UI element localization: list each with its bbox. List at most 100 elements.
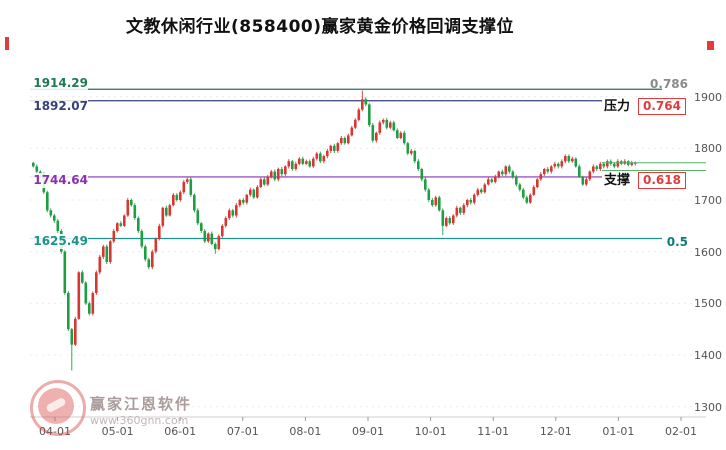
candle-body [452, 215, 455, 224]
candle-body [196, 210, 200, 224]
candle-body [340, 138, 343, 144]
candle-body [312, 158, 315, 167]
candle-body [616, 161, 620, 167]
candle-body [172, 194, 175, 206]
candle-body [77, 272, 81, 319]
candle-body [350, 127, 354, 136]
candle-body [413, 150, 417, 162]
candle-body [270, 171, 273, 177]
candle-body [98, 256, 102, 273]
candle-body [546, 169, 550, 172]
candle-body [235, 205, 238, 216]
candle-body [515, 176, 518, 185]
candle-body [417, 161, 420, 169]
candle-body [378, 122, 382, 133]
candle-body [599, 163, 602, 169]
left-edge-marker [5, 37, 9, 50]
candle-body [287, 161, 291, 167]
candle-body [476, 189, 480, 195]
candle-body [448, 218, 452, 224]
candle-body [88, 303, 91, 314]
candle-body [511, 171, 515, 177]
candle-body [53, 215, 56, 221]
candle-body [214, 243, 217, 250]
candle-body [518, 184, 522, 190]
candle-body [585, 179, 588, 185]
candle-body [207, 233, 210, 242]
candle-body [74, 318, 77, 345]
candle-body [109, 241, 112, 262]
candle-body [347, 135, 350, 144]
candle-body [494, 176, 497, 182]
candle-body [410, 150, 413, 154]
candle-body [634, 162, 637, 164]
candle-body [560, 161, 564, 167]
candle-body [119, 223, 123, 226]
right-edge-marker [707, 41, 714, 50]
candle-body [434, 197, 438, 206]
candle-body [504, 166, 508, 175]
candle-body [259, 179, 263, 188]
candle-body [39, 171, 42, 175]
candle-body [67, 293, 70, 330]
candle-body [189, 179, 193, 195]
candle-body [46, 192, 49, 211]
candle-body [165, 207, 168, 216]
candle-body [329, 145, 333, 151]
candle-body [557, 163, 560, 167]
candle-body [588, 171, 592, 180]
candle-body [252, 189, 256, 198]
candle-body [522, 189, 525, 198]
candle-body [564, 156, 567, 162]
candle-body [186, 179, 189, 182]
candle-body [91, 293, 95, 314]
candle-body [550, 166, 553, 172]
candle-body [42, 174, 46, 193]
candle-body [490, 179, 494, 182]
candle-body [291, 161, 294, 169]
candle-body [427, 189, 431, 200]
candle-body [179, 192, 182, 200]
candle-body [301, 158, 305, 164]
candle-body [123, 215, 126, 226]
candle-body [578, 166, 581, 177]
candle-body [375, 132, 378, 141]
candle-body [277, 169, 280, 180]
candle-body [105, 246, 109, 262]
candle-body [392, 122, 396, 131]
candle-body [571, 158, 574, 162]
candle-body [574, 158, 578, 167]
candle-body [294, 163, 298, 169]
candle-body [249, 189, 252, 195]
candle-body [298, 158, 301, 164]
candle-body [431, 200, 434, 206]
candle-body [501, 171, 504, 175]
candle-body [112, 231, 116, 242]
candle-body [396, 130, 399, 138]
candle-body [182, 181, 186, 193]
candle-body [333, 145, 336, 151]
candle-body [462, 205, 466, 213]
candle-body [273, 171, 277, 180]
candle-body [280, 169, 284, 175]
candle-body [305, 161, 308, 164]
candle-body [147, 259, 151, 268]
brand-logo-inner [38, 388, 74, 424]
page-title: 文教休闲行业(858400)赢家黄金价格回调支撑位 [125, 17, 514, 37]
candle-body [231, 210, 235, 216]
candle-body [529, 194, 532, 203]
candle-body [543, 169, 546, 175]
candle-body [217, 236, 221, 250]
candle-body [469, 200, 473, 203]
candle-body [606, 161, 609, 167]
candle-body [322, 156, 326, 162]
brand-logo-icon [30, 380, 86, 436]
candle-body [466, 200, 469, 206]
candle-body [84, 282, 88, 304]
candle-body [168, 205, 172, 216]
candle-body [315, 153, 319, 159]
candle-body [403, 132, 406, 144]
candle-body [487, 179, 490, 185]
